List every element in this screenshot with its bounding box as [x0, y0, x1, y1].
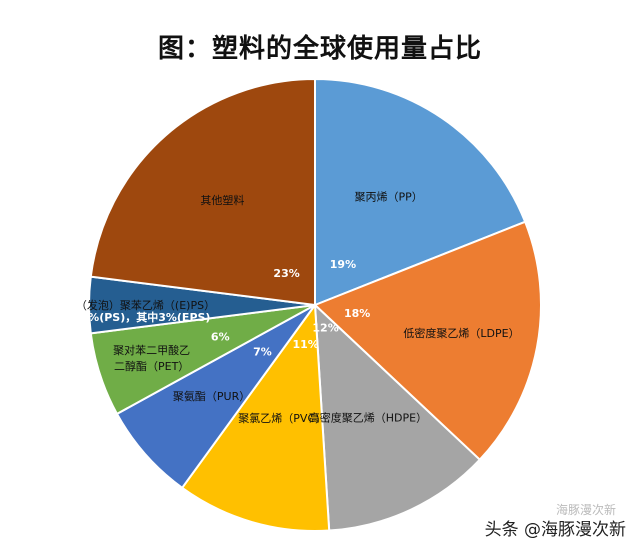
- slice-percent-label: 6%: [211, 330, 230, 343]
- slice-label: 聚丙烯（PP）: [355, 191, 423, 204]
- slice-label: （发泡）聚苯乙烯（(E)PS）: [76, 298, 215, 312]
- slice-label: 聚氯乙烯（PVC）: [238, 411, 326, 425]
- pie-slice: [313, 302, 482, 532]
- slice-label: 二醇酯（PET）: [114, 359, 189, 373]
- watermark: 头条 @海豚漫次新: [484, 520, 626, 540]
- watermark-ghost: 海豚漫次新: [555, 503, 616, 517]
- slice-percent-label: 7%: [253, 345, 272, 358]
- slice-percent-label: 19%: [330, 258, 356, 271]
- slice-percent-label: 23%: [273, 267, 299, 280]
- slice-percent-label: 4%(PS)，其中3%(EPS): [81, 310, 211, 324]
- slice-percent-label: 18%: [344, 307, 370, 320]
- slice-percent-label: 11%: [292, 338, 318, 351]
- slice-label: 聚对苯二甲酸乙: [113, 343, 190, 357]
- slice-label: 低密度聚乙烯（LDPE）: [403, 326, 519, 340]
- slice-label: 聚氨酯（PUR）: [173, 390, 250, 403]
- pie-slice: [313, 220, 542, 462]
- slice-label: 其他塑料: [200, 193, 244, 207]
- chart-title: 图：塑料的全球使用量占比: [157, 34, 482, 64]
- pie-slice: [180, 302, 331, 532]
- pie-slice: [314, 77, 527, 307]
- pie-slice: [89, 77, 316, 307]
- slice-percent-label: 12%: [312, 321, 338, 334]
- slice-label: 高密度聚乙烯（HDPE）: [309, 410, 427, 424]
